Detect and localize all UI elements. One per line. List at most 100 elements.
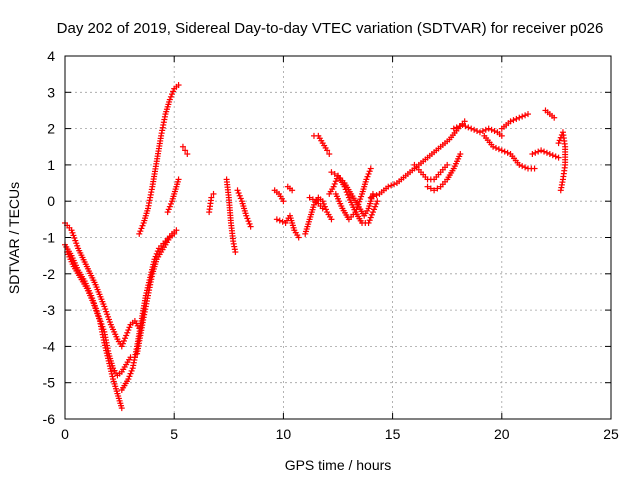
x-tick-labels: 0 5 10 15 20 25 (61, 426, 619, 442)
data-point (64, 249, 76, 268)
data-point (369, 200, 380, 216)
data-point (306, 204, 317, 223)
data-point (326, 151, 333, 158)
data-point (169, 186, 179, 205)
data-point (173, 227, 180, 234)
data-point (158, 113, 168, 139)
data-point (162, 98, 173, 118)
data-point (490, 143, 502, 153)
data-point (363, 168, 373, 183)
data-point (461, 118, 468, 125)
series-track-23 (424, 151, 464, 194)
data-point (446, 127, 460, 143)
data-point (184, 151, 191, 158)
data-point (468, 125, 481, 135)
data-point (437, 138, 451, 150)
data-point (328, 169, 338, 177)
y-tick-label: 0 (47, 193, 55, 209)
series-track-19 (328, 169, 376, 219)
data-point (149, 258, 159, 277)
data-point (485, 125, 498, 135)
data-point (481, 132, 495, 148)
data-point (507, 115, 520, 125)
data-point (131, 317, 141, 329)
series-track-10 (223, 176, 239, 256)
data-point (324, 147, 331, 154)
data-point (319, 205, 326, 212)
data-point (179, 143, 186, 150)
data-point (498, 147, 511, 156)
data-point (77, 274, 89, 290)
data-point (335, 172, 346, 184)
data-point (280, 198, 287, 205)
data-point (555, 154, 562, 161)
series-track-17 (310, 132, 333, 158)
data-point (223, 176, 232, 198)
x-tick-label: 25 (603, 426, 619, 442)
data-point (208, 194, 215, 201)
data-point (164, 200, 174, 216)
data-point (332, 190, 345, 210)
y-tick-label: 1 (47, 157, 55, 173)
x-axis-label: GPS time / hours (285, 457, 392, 473)
data-point (538, 147, 550, 156)
series-track-14 (284, 183, 296, 194)
series-track-9 (206, 190, 217, 216)
data-point (295, 234, 302, 241)
data-point (227, 219, 236, 242)
data-point (175, 82, 182, 89)
data-point (70, 263, 82, 279)
data-point (140, 207, 151, 226)
series-track-26 (498, 111, 532, 132)
data-point (498, 132, 505, 139)
data-point (101, 303, 113, 326)
y-axis-label: SDTVAR / TECUs (6, 182, 22, 294)
data-point (247, 223, 254, 230)
data-point (225, 194, 234, 224)
data-point (359, 219, 369, 226)
data-point (276, 190, 285, 202)
y-tick-label: 2 (47, 121, 55, 137)
data-point (118, 378, 131, 393)
data-point (352, 193, 365, 216)
data-point (516, 112, 529, 121)
data-point (525, 165, 535, 172)
data-point (525, 111, 532, 118)
x-tick-label: 0 (61, 426, 69, 442)
x-tick-label: 20 (494, 426, 510, 442)
data-point (96, 317, 107, 344)
series-track-25 (481, 132, 538, 172)
data-point (457, 151, 464, 158)
y-tick-label: -1 (43, 230, 56, 246)
data-point (105, 357, 116, 380)
data-point (315, 132, 325, 144)
series-track-7 (164, 176, 182, 216)
data-point (110, 376, 120, 395)
data-point (459, 121, 472, 131)
data-point (306, 194, 316, 203)
data-point (411, 161, 422, 173)
data-point (367, 192, 380, 201)
data-point (273, 216, 286, 225)
series-track-15 (302, 194, 335, 237)
data-point (243, 212, 253, 227)
data-point (557, 187, 564, 194)
series-track-20 (332, 165, 374, 223)
data-point (134, 316, 147, 357)
series-track-8 (179, 143, 191, 158)
data-point (118, 405, 125, 412)
x-tick-label: 5 (170, 426, 178, 442)
data-point (437, 164, 449, 176)
data-point (123, 324, 133, 339)
x-tick-label: 15 (385, 426, 401, 442)
data-point (75, 245, 89, 268)
data-point (450, 123, 463, 132)
data-point (498, 120, 512, 132)
data-point (182, 147, 189, 154)
data-point (286, 212, 297, 231)
data-point (118, 335, 129, 350)
data-point (374, 198, 381, 205)
y-tick-labels: -6 -5 -4 -3 -2 -1 0 1 2 3 4 (43, 48, 56, 427)
data-point (206, 197, 214, 216)
data-point (92, 281, 107, 308)
